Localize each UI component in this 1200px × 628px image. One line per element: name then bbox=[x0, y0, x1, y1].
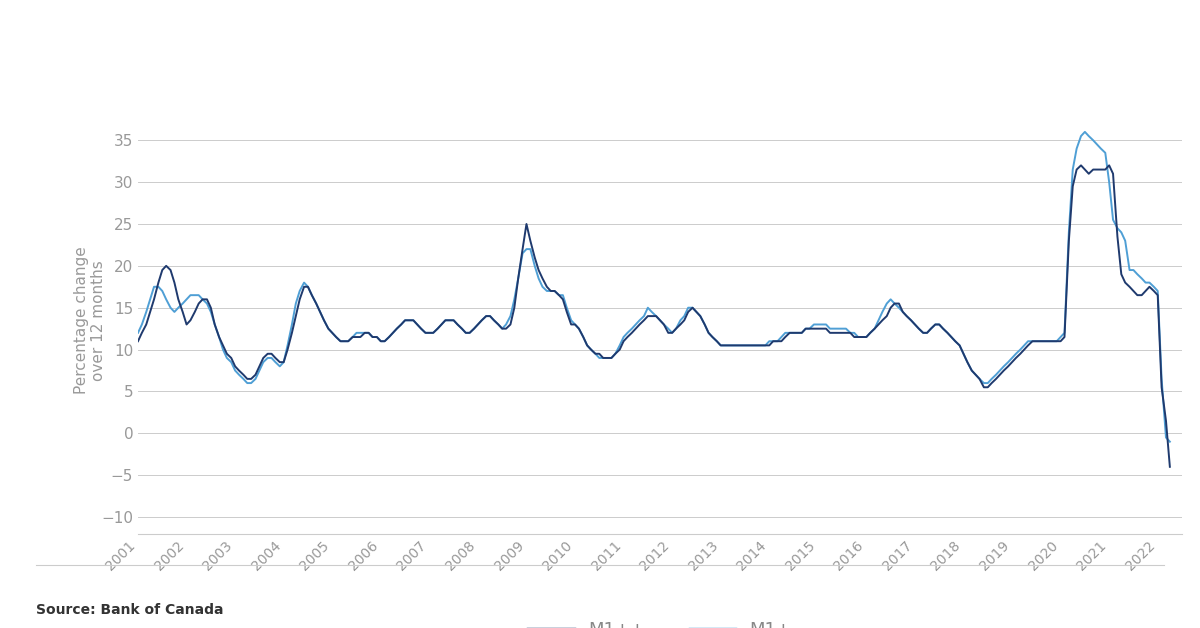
Text: Growth rates of Canada’s money supply: Growth rates of Canada’s money supply bbox=[131, 26, 1069, 67]
Text: Source: Bank of Canada: Source: Bank of Canada bbox=[36, 603, 223, 617]
Y-axis label: Percentage change
over 12 months: Percentage change over 12 months bbox=[74, 246, 107, 394]
Legend: M1++, M1+: M1++, M1+ bbox=[521, 614, 799, 628]
